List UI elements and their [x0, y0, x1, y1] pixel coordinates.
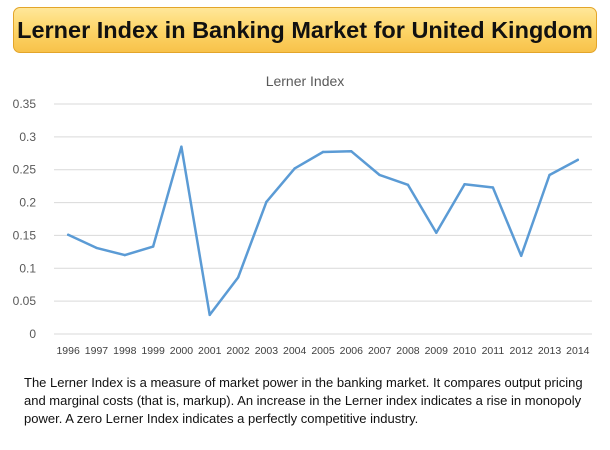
- gridlines: [54, 103, 592, 335]
- data-point: [548, 173, 551, 177]
- x-tick-label: 2000: [170, 345, 194, 357]
- x-tick-label: 2007: [368, 345, 392, 357]
- line-chart-svg: Lerner Index 00.050.10.150.20.250.30.35 …: [13, 73, 592, 357]
- data-point: [406, 183, 410, 187]
- series-layer: [66, 145, 580, 317]
- y-tick-label: 0.35: [13, 97, 37, 111]
- x-tick-label: 2006: [340, 345, 364, 357]
- y-tick-label: 0.15: [13, 228, 37, 242]
- data-point: [151, 245, 155, 248]
- x-tick-label: 2001: [198, 345, 222, 357]
- data-point: [236, 276, 240, 279]
- data-point: [208, 313, 211, 317]
- data-point: [435, 231, 438, 234]
- title-banner: Lerner Index in Banking Market for Unite…: [13, 7, 597, 53]
- data-point: [576, 158, 580, 162]
- data-point: [95, 246, 98, 250]
- data-point: [520, 254, 523, 257]
- data-point: [180, 145, 183, 148]
- x-tick-label: 2009: [425, 345, 449, 357]
- series-line: [66, 145, 580, 317]
- x-axis-ticks: 1996 1997 1998 1999 2000 2001 2002 2003 2004 2005…: [56, 345, 589, 357]
- x-tick-label: 1998: [113, 345, 137, 357]
- x-tick-label: 2008: [396, 345, 420, 357]
- y-tick-label: 0.2: [19, 196, 36, 210]
- x-tick-label: 2004: [283, 345, 307, 357]
- x-tick-label: 1999: [141, 345, 165, 357]
- x-tick-label: 2005: [311, 345, 335, 357]
- description-caption: The Lerner Index is a measure of market …: [24, 375, 583, 426]
- x-tick-label: 2012: [510, 345, 534, 357]
- y-tick-label: 0.1: [19, 261, 36, 275]
- x-tick-label: 1997: [85, 345, 109, 357]
- y-tick-label: 0.3: [19, 130, 36, 144]
- x-tick-label: 2013: [538, 345, 562, 357]
- page-title: Lerner Index in Banking Market for Unite…: [17, 16, 593, 43]
- data-point: [293, 167, 296, 170]
- data-point: [321, 150, 325, 154]
- x-tick-label: 2010: [453, 345, 477, 357]
- chart-title: Lerner Index: [266, 73, 345, 89]
- lerner-index-chart: Lerner Index 0 0.05 0.1 0.15 0.2 0.25 0.3 0.35 …: [0, 60, 610, 370]
- data-point: [463, 182, 466, 186]
- y-tick-label: 0.25: [13, 163, 37, 177]
- data-point: [123, 253, 126, 257]
- data-point: [378, 173, 381, 177]
- data-point: [66, 233, 70, 236]
- x-tick-label: 2011: [482, 345, 505, 357]
- x-tick-label: 1996: [56, 345, 80, 357]
- data-point: [491, 186, 495, 189]
- x-tick-label: 2014: [566, 345, 590, 357]
- data-point: [350, 150, 353, 153]
- y-tick-label: 0.05: [13, 294, 37, 308]
- data-point: [265, 200, 268, 204]
- y-tick-label: 0: [29, 327, 36, 341]
- y-axis-ticks: 0 0.05 0.1 0.15 0.2 0.25 0.3 0.35: [13, 97, 37, 341]
- x-tick-label: 2003: [255, 345, 279, 357]
- x-tick-label: 2002: [226, 345, 250, 357]
